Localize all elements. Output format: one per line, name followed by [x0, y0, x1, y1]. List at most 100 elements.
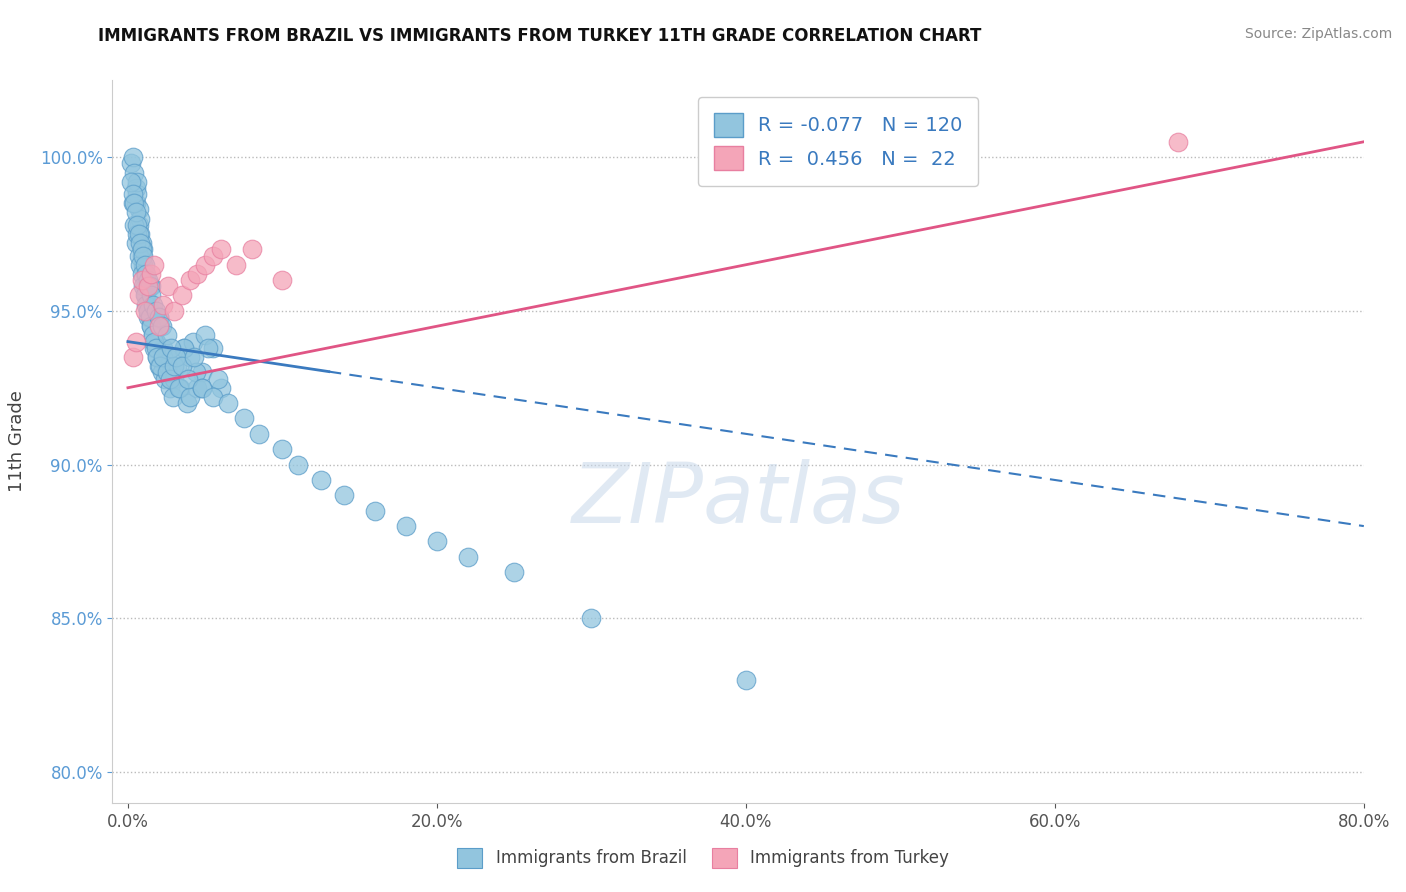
- Point: [138, 279, 160, 293]
- Point: [148, 359, 170, 374]
- Point: [179, 273, 201, 287]
- Point: [127, 218, 149, 232]
- Point: [157, 359, 180, 374]
- Point: [127, 187, 149, 202]
- Point: [152, 298, 174, 312]
- Point: [129, 236, 152, 251]
- Point: [131, 243, 153, 257]
- Point: [155, 350, 177, 364]
- Point: [201, 390, 224, 404]
- Point: [395, 519, 418, 533]
- Point: [121, 187, 143, 202]
- Point: [128, 227, 150, 241]
- Point: [122, 165, 145, 179]
- Point: [121, 350, 143, 364]
- Point: [135, 273, 157, 287]
- Point: [139, 288, 162, 302]
- Point: [201, 341, 224, 355]
- Text: IMMIGRANTS FROM BRAZIL VS IMMIGRANTS FROM TURKEY 11TH GRADE CORRELATION CHART: IMMIGRANTS FROM BRAZIL VS IMMIGRANTS FRO…: [98, 27, 981, 45]
- Point: [165, 350, 187, 364]
- Point: [160, 365, 183, 379]
- Point: [240, 243, 263, 257]
- Point: [152, 341, 174, 355]
- Legend: R = -0.077   N = 120, R =  0.456   N =  22: R = -0.077 N = 120, R = 0.456 N = 22: [699, 97, 979, 186]
- Point: [155, 328, 177, 343]
- Point: [121, 150, 143, 164]
- Point: [162, 390, 184, 404]
- Point: [503, 565, 526, 579]
- Point: [142, 298, 165, 312]
- Point: [124, 196, 146, 211]
- Point: [139, 267, 162, 281]
- Point: [333, 488, 356, 502]
- Point: [145, 334, 167, 349]
- Point: [150, 365, 173, 379]
- Point: [159, 381, 181, 395]
- Point: [139, 279, 162, 293]
- Point: [153, 371, 176, 385]
- Point: [131, 236, 153, 251]
- Point: [155, 365, 177, 379]
- Point: [191, 381, 214, 395]
- Point: [128, 202, 150, 217]
- Point: [128, 248, 150, 262]
- Point: [176, 396, 198, 410]
- Point: [132, 243, 155, 257]
- Point: [170, 288, 193, 302]
- Point: [152, 350, 174, 364]
- Point: [166, 359, 188, 374]
- Point: [148, 319, 170, 334]
- Point: [271, 273, 294, 287]
- Point: [128, 218, 150, 232]
- Point: [167, 381, 190, 395]
- Point: [209, 243, 232, 257]
- Point: [149, 319, 172, 334]
- Point: [163, 359, 186, 374]
- Point: [157, 279, 180, 293]
- Point: [201, 248, 224, 262]
- Point: [581, 611, 603, 625]
- Point: [122, 218, 145, 232]
- Point: [159, 371, 181, 385]
- Point: [150, 319, 173, 334]
- Point: [131, 248, 153, 262]
- Point: [134, 258, 156, 272]
- Point: [209, 381, 232, 395]
- Point: [139, 319, 162, 334]
- Point: [1167, 135, 1189, 149]
- Text: Source: ZipAtlas.com: Source: ZipAtlas.com: [1244, 27, 1392, 41]
- Point: [132, 248, 155, 262]
- Point: [287, 458, 309, 472]
- Point: [457, 549, 479, 564]
- Point: [143, 341, 166, 355]
- Point: [129, 211, 152, 226]
- Point: [148, 310, 170, 324]
- Y-axis label: 11th Grade: 11th Grade: [8, 391, 25, 492]
- Point: [134, 288, 156, 302]
- Point: [124, 181, 146, 195]
- Point: [131, 273, 153, 287]
- Point: [364, 504, 387, 518]
- Point: [135, 267, 157, 281]
- Point: [163, 371, 186, 385]
- Point: [132, 258, 155, 272]
- Point: [135, 298, 157, 312]
- Point: [122, 196, 145, 211]
- Point: [120, 156, 142, 170]
- Point: [148, 310, 170, 324]
- Legend: Immigrants from Brazil, Immigrants from Turkey: Immigrants from Brazil, Immigrants from …: [451, 841, 955, 875]
- Point: [184, 365, 207, 379]
- Point: [121, 196, 143, 211]
- Point: [127, 227, 149, 241]
- Point: [186, 267, 208, 281]
- Point: [194, 258, 217, 272]
- Point: [132, 279, 155, 293]
- Point: [160, 341, 183, 355]
- Point: [426, 534, 449, 549]
- Point: [134, 279, 156, 293]
- Point: [129, 227, 152, 241]
- Point: [145, 341, 167, 355]
- Point: [207, 371, 229, 385]
- Point: [170, 359, 193, 374]
- Point: [135, 288, 157, 302]
